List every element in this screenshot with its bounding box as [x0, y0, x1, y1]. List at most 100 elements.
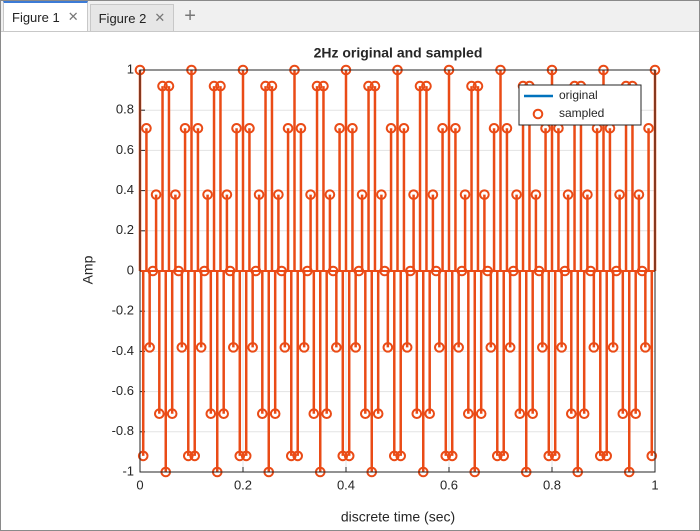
legend-label: sampled [559, 106, 604, 120]
stem-marker [511, 189, 522, 200]
stem-marker [633, 189, 645, 200]
y-tick-label: -0.4 [112, 343, 134, 358]
stem-marker [382, 342, 394, 353]
x-tick-label: 0.8 [543, 477, 561, 492]
x-tick-label: 0 [136, 477, 143, 492]
stem-marker [224, 265, 236, 277]
stem-marker [630, 408, 641, 420]
stem-marker [491, 450, 503, 462]
chart-title: 2Hz original and sampled [314, 45, 483, 61]
stem-marker [308, 408, 320, 420]
stem-marker [372, 408, 384, 420]
tab[interactable]: Figure 1 ✕ [3, 1, 88, 31]
y-tick-label: 0.4 [116, 182, 134, 197]
tab-label: Figure 2 [98, 10, 147, 26]
stem-marker [208, 80, 220, 92]
stem-marker [543, 450, 555, 462]
stem-marker [360, 408, 371, 420]
stem-marker [585, 265, 596, 277]
stem-marker [424, 408, 435, 420]
stem-marker [228, 342, 239, 353]
tab[interactable]: Figure 2 ✕ [89, 4, 175, 31]
stem-marker [327, 265, 339, 277]
stem-marker [530, 189, 542, 200]
stem-marker [298, 342, 310, 353]
stem-marker [437, 122, 448, 134]
stem-marker [234, 450, 246, 462]
y-tick-label: -0.2 [112, 303, 134, 318]
stem-marker [594, 450, 606, 462]
stem-marker [218, 408, 229, 420]
close-icon[interactable]: ✕ [154, 10, 166, 25]
stem-marker [202, 189, 213, 200]
stem-marker [353, 265, 365, 277]
stem-marker [273, 189, 284, 200]
stem-marker [401, 342, 413, 353]
stem-marker [157, 80, 168, 92]
stem-marker [244, 122, 255, 134]
stem-marker [427, 189, 439, 200]
stem-marker [446, 450, 458, 462]
stem-marker [170, 189, 181, 200]
stem-marker [356, 189, 368, 200]
stem-marker [549, 450, 561, 462]
stem-marker [137, 450, 149, 462]
stem-marker [285, 450, 297, 462]
y-tick-label: 0.8 [116, 102, 134, 117]
stem-marker [533, 265, 545, 277]
stem-marker [331, 342, 342, 353]
close-icon[interactable]: ✕ [67, 9, 79, 24]
stem-marker [414, 80, 426, 92]
stem-marker [250, 265, 262, 277]
legend-marker [532, 108, 544, 120]
stem-marker [537, 342, 548, 353]
axes-box [139, 69, 656, 473]
stem-marker [215, 80, 226, 92]
stem-marker [566, 408, 577, 420]
stem-marker [559, 265, 571, 277]
stem-marker [459, 189, 471, 200]
stem-marker [247, 342, 258, 353]
stem-marker [337, 450, 349, 462]
stem-marker [450, 122, 461, 134]
legend-box [518, 84, 642, 126]
stem-marker [482, 265, 493, 277]
y-tick-label: -0.6 [112, 383, 134, 398]
stem-marker [150, 189, 162, 200]
stem-marker [347, 122, 358, 134]
stem-marker [617, 408, 629, 420]
stem-marker [350, 342, 361, 353]
stem-marker [231, 122, 242, 134]
stem-marker [302, 265, 313, 277]
stem-marker [475, 408, 487, 420]
stem-marker [376, 189, 387, 200]
stem-marker [343, 450, 355, 462]
stem-marker [324, 189, 336, 200]
stem-marker [636, 265, 648, 277]
stem-marker [276, 265, 287, 277]
stem-marker [266, 80, 278, 92]
new-tab-button[interactable]: + [184, 5, 196, 27]
stem-marker [408, 189, 419, 200]
stem-marker [456, 265, 468, 277]
stem-marker [199, 265, 210, 277]
stem-marker [176, 342, 188, 353]
stem-marker [405, 265, 416, 277]
y-tick-label: 1 [127, 61, 134, 76]
stem-marker [363, 80, 374, 92]
stem-marker [385, 122, 397, 134]
y-tick-label: -1 [122, 463, 134, 478]
x-tick-label: 1 [651, 477, 658, 492]
chart: 2Hz original and sampled discrete time (… [80, 45, 661, 525]
stem-marker [240, 450, 252, 462]
stem-marker [154, 408, 165, 420]
stem-marker [379, 265, 390, 277]
tab-bar: Figure 1 ✕ Figure 2 ✕ + [1, 1, 699, 32]
stem-marker [192, 122, 204, 134]
stem-marker [182, 450, 194, 462]
x-tick-label: 0.6 [440, 477, 458, 492]
legend-label: original [559, 88, 598, 102]
x-axis-label: discrete time (sec) [341, 509, 455, 525]
stem-marker [640, 342, 651, 353]
